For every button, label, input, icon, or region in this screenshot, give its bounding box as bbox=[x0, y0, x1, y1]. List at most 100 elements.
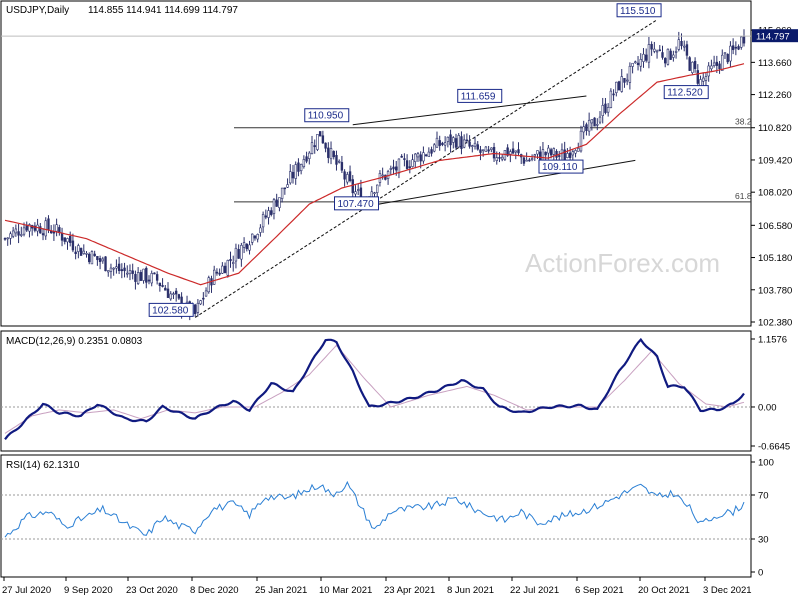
candle-body bbox=[177, 294, 181, 299]
candle-body bbox=[14, 228, 18, 234]
candle-body bbox=[617, 81, 621, 91]
candle-body bbox=[642, 53, 645, 62]
candle-body bbox=[356, 189, 360, 191]
candle-body bbox=[666, 48, 670, 65]
candle-body bbox=[327, 147, 330, 158]
candle-body bbox=[644, 54, 648, 61]
candle-body bbox=[544, 151, 547, 156]
candle-body bbox=[596, 123, 599, 126]
candle-body bbox=[737, 46, 740, 50]
candle-body bbox=[112, 267, 115, 270]
candle-body bbox=[346, 174, 349, 183]
candle-body bbox=[22, 227, 26, 235]
candle-body bbox=[571, 151, 575, 156]
candle-body bbox=[702, 77, 705, 82]
candle-body bbox=[647, 44, 651, 63]
candle-body bbox=[3, 238, 7, 240]
candle-body bbox=[150, 273, 153, 284]
candle-body bbox=[408, 166, 412, 168]
candle-body bbox=[240, 245, 243, 260]
candle-body bbox=[272, 199, 276, 214]
candle-body bbox=[155, 274, 159, 281]
candle-body bbox=[153, 272, 156, 275]
candle-body bbox=[427, 151, 431, 157]
candle-body bbox=[712, 62, 716, 66]
date-axis: 27 Jul 2020 9 Sep 2020 23 Oct 2020 8 Dec 20… bbox=[2, 577, 752, 596]
price-axis-ticks: 115.060113.660112.260110.820109.420108.0… bbox=[751, 26, 792, 329]
candle-body bbox=[302, 159, 306, 168]
candle-body bbox=[582, 126, 585, 133]
candle-body bbox=[294, 164, 297, 179]
candle-body bbox=[297, 162, 300, 172]
candle-body bbox=[88, 253, 91, 263]
price-label-box bbox=[334, 196, 379, 211]
candle-body bbox=[117, 263, 121, 272]
candle-body bbox=[174, 290, 178, 295]
candle-body bbox=[517, 149, 520, 154]
candle-body bbox=[514, 150, 517, 153]
price-label: 112.520 bbox=[667, 88, 703, 99]
candle-body bbox=[147, 279, 151, 282]
ohlc-readout: 114.855 114.941 114.699 114.797 bbox=[88, 5, 238, 16]
date-tick-label: 8 Jun 2021 bbox=[447, 585, 494, 596]
candle-body bbox=[473, 142, 477, 147]
candle-body bbox=[395, 166, 398, 171]
candle-body bbox=[593, 117, 596, 127]
candle-body bbox=[462, 139, 466, 148]
price-label-box bbox=[304, 108, 350, 123]
candle-body bbox=[435, 137, 439, 148]
price-label-box bbox=[663, 85, 709, 100]
candle-body bbox=[213, 269, 216, 285]
watermark: ActionForex.com bbox=[525, 248, 720, 278]
price-label: 109.110 bbox=[542, 162, 578, 173]
candle-body bbox=[128, 270, 132, 275]
candle-body bbox=[82, 250, 85, 254]
candle-body bbox=[674, 50, 678, 53]
date-tick-label: 6 Sep 2021 bbox=[575, 585, 624, 596]
candle-body bbox=[664, 58, 667, 64]
candle-body bbox=[310, 142, 314, 154]
candle-body bbox=[628, 65, 632, 83]
candle-body bbox=[107, 270, 110, 273]
candle-body bbox=[392, 166, 395, 170]
channel-trendline bbox=[352, 95, 587, 126]
candle-body bbox=[685, 44, 689, 56]
candle-body bbox=[270, 210, 273, 215]
candle-body bbox=[680, 41, 683, 47]
candle-body bbox=[11, 230, 15, 237]
candle-body bbox=[587, 119, 591, 132]
candle-body bbox=[39, 226, 42, 234]
candle-body bbox=[226, 260, 229, 276]
candle-body bbox=[460, 136, 463, 149]
candle-body bbox=[481, 149, 485, 152]
candle-body bbox=[329, 148, 333, 160]
candle-body bbox=[710, 65, 713, 70]
candle-body bbox=[354, 191, 357, 195]
candle-body bbox=[419, 154, 422, 162]
candle-body bbox=[376, 184, 379, 193]
candle-body bbox=[104, 256, 107, 272]
candle-body bbox=[41, 233, 45, 236]
candle-body bbox=[484, 146, 488, 152]
price-label: 110.950 bbox=[308, 111, 344, 122]
macd-signal-line bbox=[4, 344, 745, 434]
candle-body bbox=[533, 154, 536, 157]
moving-average-line bbox=[4, 63, 745, 286]
candle-body bbox=[658, 49, 661, 52]
candle-body bbox=[158, 282, 162, 287]
candle-body bbox=[715, 61, 719, 66]
fib-level-label: 38.2 bbox=[735, 117, 752, 127]
price-label: 102.580 bbox=[152, 305, 189, 316]
candle-body bbox=[452, 137, 455, 143]
candle-body bbox=[449, 134, 452, 146]
candle-body bbox=[446, 136, 450, 142]
rsi-tick-label: 100 bbox=[758, 458, 774, 469]
candle-body bbox=[590, 119, 594, 124]
candle-body bbox=[677, 39, 680, 50]
candle-body bbox=[683, 45, 686, 48]
candle-body bbox=[457, 135, 460, 148]
candle-body bbox=[492, 146, 496, 159]
candle-body bbox=[403, 158, 406, 160]
candle-body bbox=[547, 147, 550, 154]
